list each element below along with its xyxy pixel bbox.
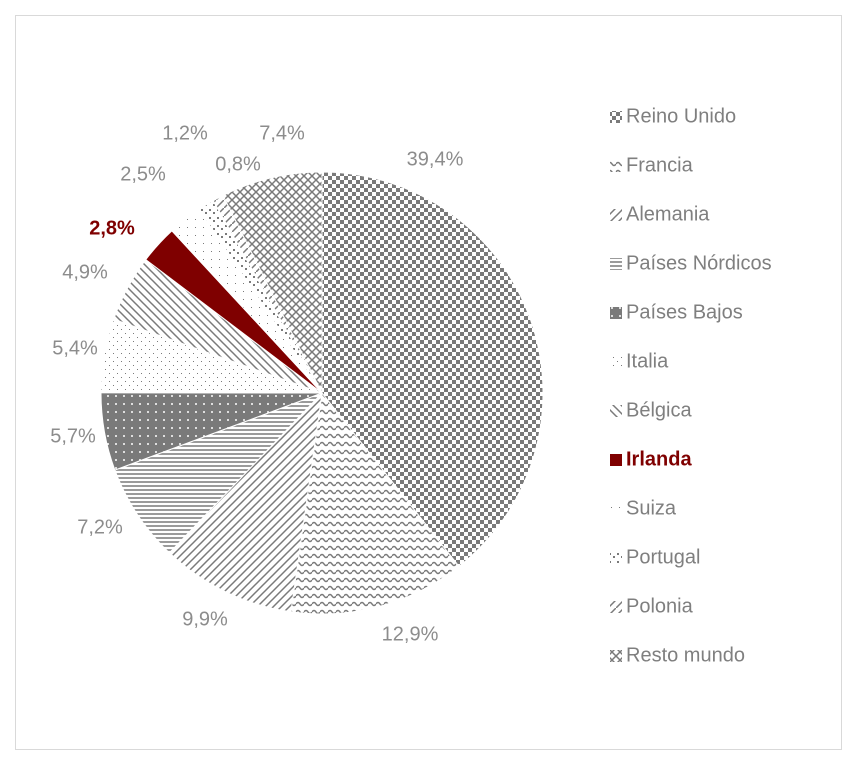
legend-label: Reino Unido	[626, 105, 736, 127]
legend-label: Portugal	[626, 546, 701, 568]
legend-label: Países Bajos	[626, 301, 743, 323]
legend-swatch	[610, 209, 622, 221]
legend-label: Irlanda	[626, 448, 692, 470]
data-label: 9,9%	[182, 608, 228, 630]
legend-swatch	[610, 552, 622, 564]
data-label: 12,9%	[382, 623, 439, 645]
legend-label: Alemania	[626, 203, 710, 225]
legend-swatch	[610, 405, 622, 417]
legend-swatch	[610, 601, 622, 613]
pie-slice	[222, 171, 323, 394]
legend-swatch	[610, 503, 622, 515]
pie-slice	[168, 391, 323, 613]
pie-slice	[290, 391, 460, 615]
data-label: 7,2%	[77, 516, 123, 538]
legend-swatch	[610, 650, 622, 662]
data-label: 2,5%	[120, 163, 166, 185]
data-label: 2,8%	[89, 217, 135, 239]
data-label: 7,4%	[259, 122, 305, 144]
legend-label: Bélgica	[626, 399, 692, 421]
legend-swatch	[610, 111, 622, 123]
legend-label: Polonia	[626, 595, 694, 617]
pie-slice	[114, 392, 323, 554]
data-label: 5,7%	[50, 425, 96, 447]
pie-slice	[321, 171, 544, 568]
legend-label: Italia	[626, 350, 669, 372]
data-label: 5,4%	[52, 337, 98, 359]
legend-swatch	[610, 160, 622, 172]
legend-swatch	[610, 356, 622, 368]
legend-swatch	[610, 454, 622, 466]
legend-swatch	[610, 258, 622, 270]
legend-label: Países Nórdicos	[626, 252, 772, 274]
legend-label: Francia	[626, 154, 694, 176]
data-label: 4,9%	[62, 261, 108, 283]
legend-swatch	[610, 307, 622, 319]
data-label: 1,2%	[162, 122, 208, 144]
legend-label: Resto mundo	[626, 644, 745, 666]
data-label: 39,4%	[407, 148, 464, 170]
data-label: 0,8%	[215, 153, 261, 175]
legend-label: Suiza	[626, 497, 677, 519]
